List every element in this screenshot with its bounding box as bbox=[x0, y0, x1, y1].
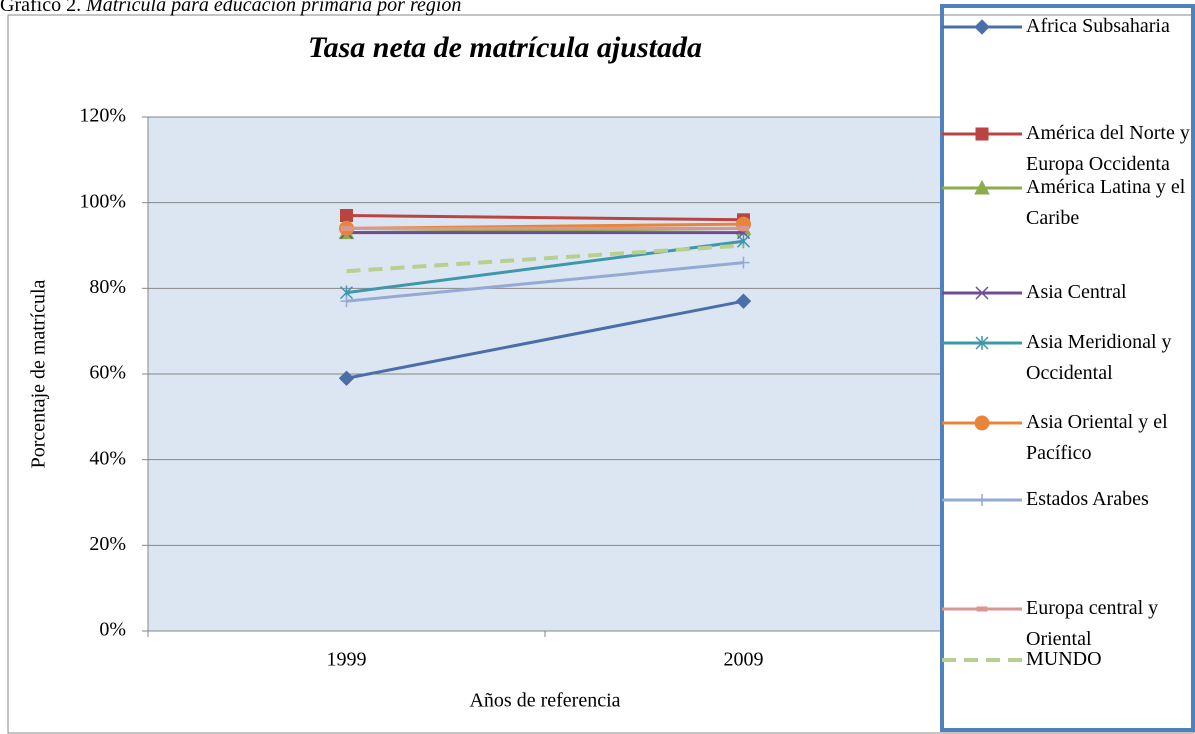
y-tick-label: 20% bbox=[89, 533, 126, 555]
legend-label: MUNDO bbox=[1026, 648, 1102, 670]
caption-label: Gráfico 2. bbox=[0, 0, 81, 16]
y-tick-label: 40% bbox=[89, 447, 126, 469]
y-tick-label: 0% bbox=[99, 619, 126, 641]
chart-title: Tasa neta de matrícula ajustada bbox=[308, 31, 702, 64]
caption-text: Matrícula para educación primaria por re… bbox=[85, 0, 461, 16]
legend-label: Asia Oriental y el Pacífico bbox=[1026, 411, 1168, 464]
y-tick-label: 120% bbox=[79, 105, 126, 127]
series-line bbox=[346, 261, 744, 303]
marker bbox=[737, 256, 750, 269]
legend-label: América del Norte y Europa Occidenta bbox=[1026, 122, 1190, 175]
legend-label: Asia Central bbox=[1026, 281, 1127, 303]
legend-label: Asia Meridional y Occidental bbox=[1026, 331, 1172, 384]
x-tick-label: 1999 bbox=[327, 649, 367, 671]
legend-label: América Latina y el Caribe bbox=[1026, 176, 1186, 229]
legend-label: Africa Subsaharia bbox=[1026, 15, 1170, 37]
marker bbox=[341, 225, 352, 231]
y-tick-label: 100% bbox=[79, 190, 126, 212]
marker bbox=[338, 370, 355, 386]
y-tick-label: 80% bbox=[89, 276, 126, 298]
y-axis-label: Porcentaje de matrícula bbox=[28, 279, 50, 468]
marker bbox=[340, 209, 353, 223]
legend-label: Estados Arabes bbox=[1026, 488, 1149, 510]
marker bbox=[340, 295, 353, 308]
x-axis-label: Años de referencia bbox=[469, 690, 620, 712]
series-line bbox=[346, 243, 744, 274]
series-line bbox=[346, 214, 744, 222]
y-tick-label: 60% bbox=[89, 362, 126, 384]
marker bbox=[738, 225, 749, 231]
series-line bbox=[346, 299, 744, 380]
x-tick-label: 2009 bbox=[724, 649, 764, 671]
marker bbox=[735, 293, 752, 309]
caption: Gráfico 2. Matrícula para educación prim… bbox=[0, 0, 461, 16]
